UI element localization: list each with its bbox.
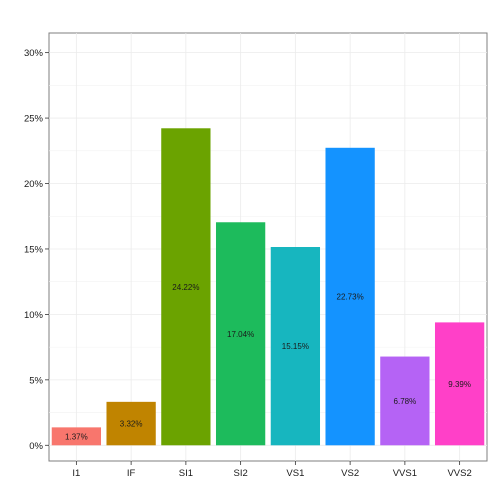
x-tick-label: VVS1 bbox=[393, 468, 417, 479]
bar-value-label: 22.73% bbox=[337, 293, 364, 302]
bar-vvs1 bbox=[380, 356, 430, 446]
bar-value-label: 9.39% bbox=[448, 380, 471, 389]
x-tick-label: SI2 bbox=[233, 468, 247, 479]
bar-value-label: 15.15% bbox=[282, 342, 309, 351]
y-tick-label: 0% bbox=[29, 441, 43, 452]
x-tick-label: VS1 bbox=[286, 468, 304, 479]
bar-vs1 bbox=[270, 247, 321, 446]
y-tick-label: 5% bbox=[29, 375, 43, 386]
bar-si1 bbox=[161, 128, 211, 446]
x-axis: I1 IF SI1 SI2 VS1 VS2 VVS1 VVS2 bbox=[72, 461, 472, 479]
bar-vs2 bbox=[325, 147, 375, 446]
x-tick-label: VS2 bbox=[341, 468, 359, 479]
bar-si2 bbox=[215, 222, 266, 446]
x-tick-label: VVS2 bbox=[447, 468, 471, 479]
y-tick-label: 20% bbox=[24, 179, 44, 190]
bars bbox=[51, 128, 485, 446]
bar-value-label: 6.78% bbox=[394, 397, 417, 406]
y-axis: 0% 5% 10% 15% 20% 25% 30% bbox=[24, 48, 49, 452]
bar-value-label: 17.04% bbox=[227, 330, 254, 339]
y-tick-label: 25% bbox=[24, 114, 44, 125]
y-tick-label: 10% bbox=[24, 310, 44, 321]
bar-vvs2 bbox=[434, 322, 485, 446]
bar-if bbox=[106, 401, 156, 446]
y-tick-label: 15% bbox=[24, 244, 44, 255]
x-tick-label: IF bbox=[127, 468, 136, 479]
bar-value-labels: 1.37% 3.32% 24.22% 17.04% 15.15% 22.73% 6.78% 9… bbox=[65, 283, 471, 442]
bar-value-label: 1.37% bbox=[65, 432, 88, 441]
bar-value-label: 3.32% bbox=[120, 420, 143, 429]
x-tick-label: I1 bbox=[72, 468, 80, 479]
x-tick-label: SI1 bbox=[179, 468, 193, 479]
bar-i1 bbox=[51, 427, 102, 446]
y-tick-label: 30% bbox=[24, 48, 44, 59]
bar-value-label: 24.22% bbox=[172, 283, 199, 292]
